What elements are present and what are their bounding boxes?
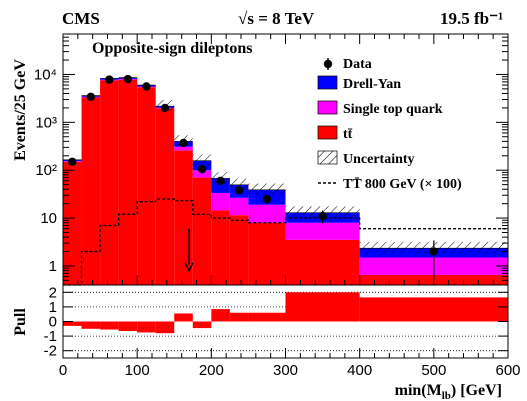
data-point (105, 75, 114, 84)
x-axis-label-main: min(M (395, 382, 442, 399)
bar-ttbar (155, 108, 175, 286)
arrow-head (184, 262, 194, 273)
bar-ttbar (285, 239, 360, 285)
pull-bar (100, 321, 119, 330)
pull-bar (229, 312, 249, 322)
y-tick-label: 10² (35, 162, 57, 179)
bar-ttbar (229, 215, 249, 285)
x-tick-label: 100 (125, 362, 150, 379)
pull-y-tick-label: -1 (44, 328, 57, 345)
signal-line (63, 198, 508, 286)
x-axis-label-sub: lb (442, 390, 451, 401)
data-point (216, 176, 225, 186)
legend-ttbar-swatch (317, 125, 338, 140)
y-tick-label: 10⁴ (34, 66, 57, 83)
data-point (429, 247, 439, 256)
legend-data-marker (323, 59, 333, 69)
pull-bars (63, 292, 508, 334)
x-axis-label-tail: ) [GeV] (451, 382, 502, 399)
legend-drellyan: Drell-Yan (343, 77, 401, 92)
pull-y-tick-label: 1 (49, 299, 57, 316)
bar-single-top (192, 170, 212, 178)
data-point (234, 186, 244, 195)
pull-bar (285, 292, 360, 322)
bar-single-top (229, 197, 249, 216)
bar-ttbar (137, 87, 156, 286)
legend-singletop: Single top quark (343, 102, 443, 117)
y-tick-label: 10³ (35, 114, 57, 131)
pull-bar (174, 313, 193, 322)
bar-ttbar (100, 80, 119, 286)
x-tick-label: 500 (421, 362, 446, 379)
bar-ttbar (81, 97, 101, 285)
pull-axis-label: Pull (12, 308, 29, 336)
legend-signal: TT̄ 800 GeV (× 100) (343, 177, 462, 192)
data-point (86, 92, 96, 102)
pull-bar (81, 321, 101, 329)
bar-single-top (211, 192, 230, 211)
legend-uncertainty: Uncertainty (343, 152, 415, 167)
pull-bar (192, 321, 212, 329)
data-point (318, 211, 327, 221)
legend-uncertainty-swatch (317, 150, 338, 165)
bar-ttbar (211, 210, 230, 285)
bar-single-top (248, 204, 286, 223)
data-point (160, 103, 170, 113)
pull-bar (155, 321, 175, 334)
signal-step (63, 198, 508, 286)
pull-y-tick-label: 0 (49, 314, 57, 331)
x-tick-label: 0 (59, 362, 67, 379)
data-point (123, 74, 133, 84)
luminosity-label: 19.5 fb⁻¹ (440, 9, 503, 28)
bar-ttbar (118, 79, 138, 285)
uncertainty-hatch (192, 154, 212, 166)
data-point (179, 138, 188, 148)
experiment-label: CMS (62, 9, 100, 28)
data-point (68, 157, 77, 166)
x-tick-label: 400 (347, 362, 372, 379)
legend-data: Data (343, 57, 372, 72)
pull-bar (137, 321, 156, 333)
bar-single-top (285, 222, 360, 240)
cut-arrow (184, 228, 194, 273)
pull-y-tick-label: 2 (49, 284, 57, 301)
data-point (142, 82, 151, 91)
pull-bar (359, 297, 508, 322)
legend-ttbar: tt̄ (343, 127, 353, 142)
bar-ttbar (63, 161, 82, 285)
bar-ttbar (192, 177, 212, 285)
pull-bar (248, 312, 286, 322)
legend: Data Drell-Yan Single top quark tt̄ Unce… (317, 57, 462, 192)
data-point (197, 164, 207, 174)
pull-bar (63, 321, 82, 326)
uncertainty-hatch (229, 178, 249, 190)
uncertainty-hatch (248, 183, 286, 195)
data-point (262, 194, 272, 204)
stacked-bars (63, 77, 508, 286)
bar-ttbar (248, 222, 286, 285)
legend-drellyan-swatch (317, 75, 338, 90)
x-tick-label: 200 (199, 362, 224, 379)
x-axis-label: min(Mlb) [GeV] (395, 382, 502, 401)
pull-bar (211, 309, 230, 322)
y-axis-label: Events/25 GeV (12, 59, 29, 161)
x-tick-label: 600 (495, 362, 520, 379)
data-points (68, 74, 439, 278)
x-tick-label: 300 (273, 362, 298, 379)
bar-single-top (174, 146, 193, 151)
pull-y-tick-label: -2 (44, 343, 57, 360)
pull-bar (118, 321, 138, 331)
y-tick-label: 10 (40, 210, 57, 227)
legend-singletop-swatch (317, 100, 338, 115)
y-tick-label: 1 (49, 258, 57, 275)
selection-annotation: Opposite-sign dileptons (92, 40, 252, 57)
bar-ttbar (174, 150, 193, 285)
energy-label: √s = 8 TeV (238, 9, 315, 28)
